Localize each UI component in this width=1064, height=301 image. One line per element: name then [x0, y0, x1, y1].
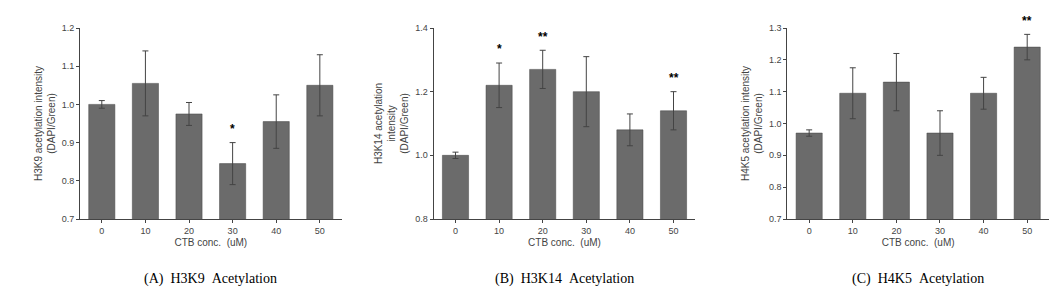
svg-text:1.4: 1.4: [415, 23, 428, 33]
svg-text:10: 10: [494, 226, 504, 236]
svg-text:0.8: 0.8: [415, 214, 428, 224]
svg-text:1.2: 1.2: [769, 55, 782, 65]
svg-text:(C) H4K5 Acetylation: (C) H4K5 Acetylation: [852, 271, 984, 287]
svg-text:*: *: [497, 42, 502, 56]
svg-text:50: 50: [1022, 226, 1032, 236]
svg-text:(B) H3K14 Acetylation: (B) H3K14 Acetylation: [495, 271, 634, 287]
svg-text:30: 30: [581, 226, 591, 236]
svg-text:1.3: 1.3: [769, 23, 782, 33]
svg-text:10: 10: [140, 226, 150, 236]
svg-text:0.7: 0.7: [62, 214, 75, 224]
svg-text:1.1: 1.1: [769, 87, 782, 97]
svg-text:1.0: 1.0: [769, 119, 782, 129]
svg-text:30: 30: [935, 226, 945, 236]
svg-text:CTB conc. (uM): CTB conc. (uM): [882, 237, 955, 248]
svg-text:50: 50: [315, 226, 325, 236]
svg-text:0.9: 0.9: [62, 138, 75, 148]
svg-text:**: **: [1022, 14, 1032, 28]
svg-text:CTB conc. (uM): CTB conc. (uM): [174, 237, 247, 248]
svg-text:1.0: 1.0: [62, 100, 75, 110]
svg-text:H3K14 acetylationintensity(DAP: H3K14 acetylationintensity(DAPI/Green): [373, 83, 410, 164]
svg-text:0.7: 0.7: [769, 214, 782, 224]
svg-text:40: 40: [625, 226, 635, 236]
svg-text:1.1: 1.1: [62, 61, 75, 71]
svg-text:H3K9 acetylation intensity(DAP: H3K9 acetylation intensity(DAPI/Green): [33, 66, 57, 181]
svg-text:**: **: [669, 71, 679, 85]
svg-text:20: 20: [184, 226, 194, 236]
svg-text:0: 0: [453, 226, 458, 236]
svg-text:1.2: 1.2: [415, 87, 428, 97]
svg-text:0: 0: [99, 226, 104, 236]
svg-text:40: 40: [271, 226, 281, 236]
svg-text:30: 30: [228, 226, 238, 236]
svg-text:50: 50: [669, 226, 679, 236]
svg-text:20: 20: [538, 226, 548, 236]
svg-text:40: 40: [979, 226, 989, 236]
svg-text:0.8: 0.8: [769, 182, 782, 192]
svg-text:0: 0: [807, 226, 812, 236]
svg-text:CTB conc. (uM): CTB conc. (uM): [528, 237, 601, 248]
svg-text:10: 10: [848, 226, 858, 236]
svg-text:*: *: [230, 122, 235, 136]
svg-text:1.2: 1.2: [62, 23, 75, 33]
svg-text:0.9: 0.9: [769, 150, 782, 160]
svg-text:H4K5 acetylation intensity(DAP: H4K5 acetylation intensity(DAPI/Green): [740, 66, 764, 181]
svg-text:(A) H3K9 Acetylation: (A) H3K9 Acetylation: [144, 271, 277, 287]
svg-text:1.0: 1.0: [415, 150, 428, 160]
svg-text:**: **: [538, 30, 548, 44]
svg-text:20: 20: [891, 226, 901, 236]
svg-text:0.8: 0.8: [62, 176, 75, 186]
